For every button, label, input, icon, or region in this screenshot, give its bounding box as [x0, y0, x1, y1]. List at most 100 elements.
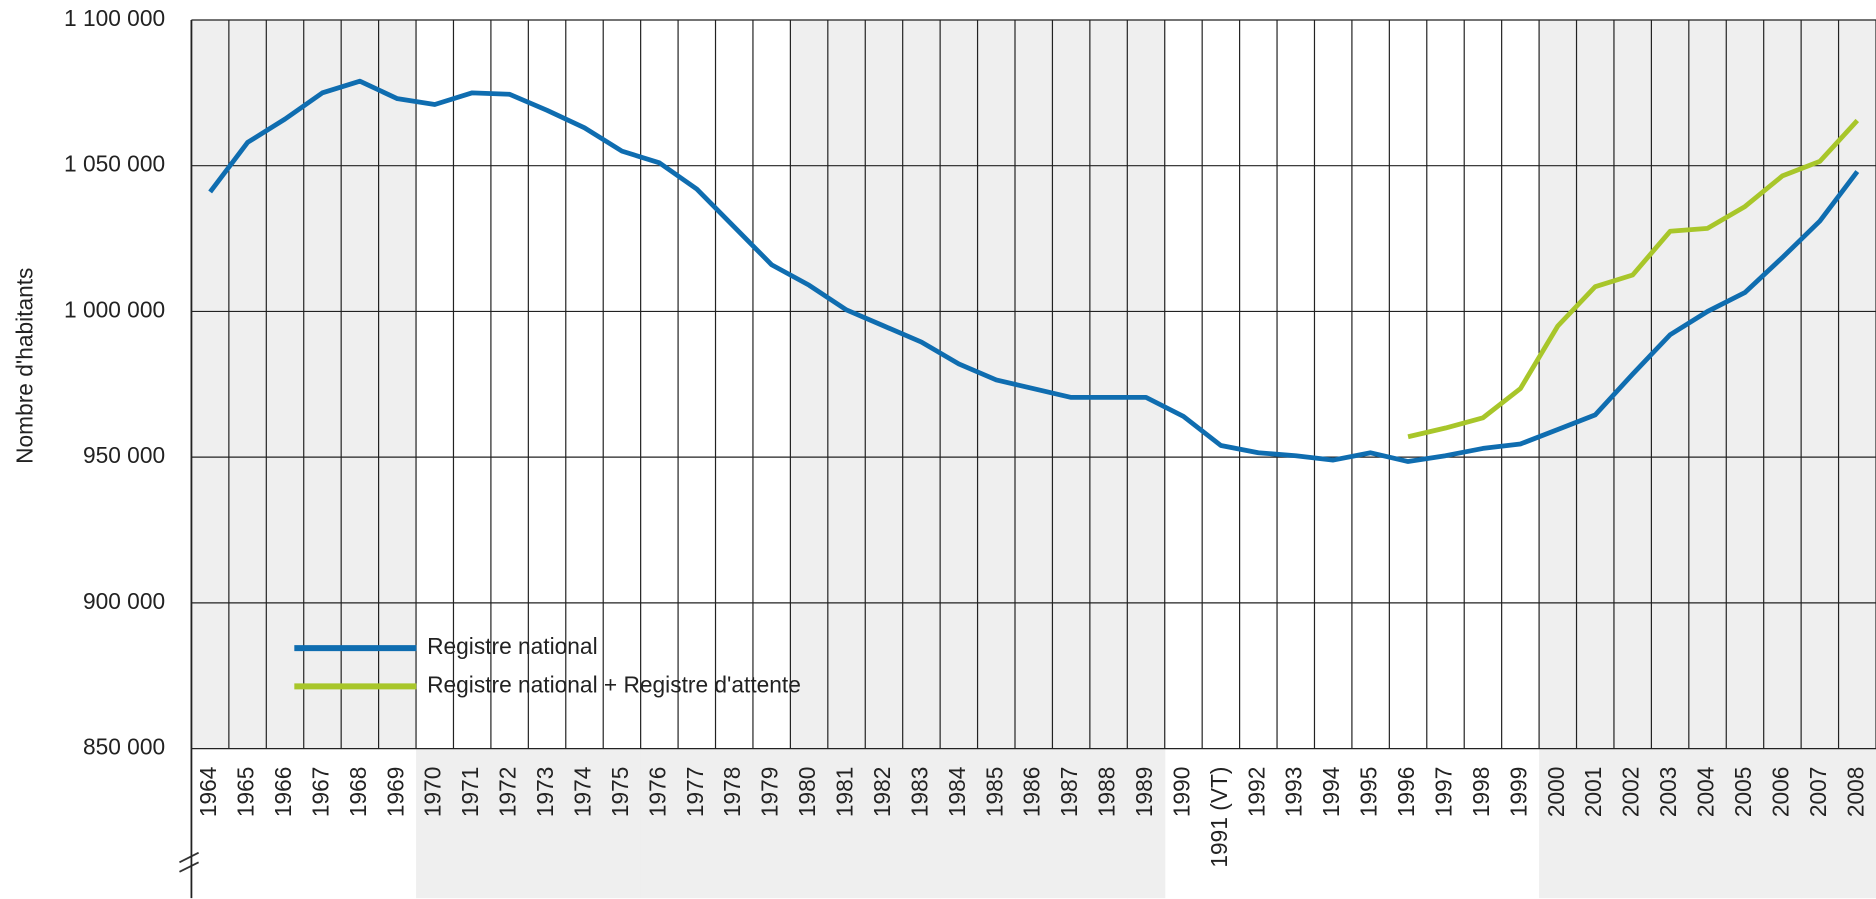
x-tick-label: 1968: [345, 767, 371, 818]
plot-band: [940, 19, 979, 749]
x-tick-label: 1982: [869, 767, 895, 818]
x-tick-label: 2004: [1693, 767, 1719, 818]
plot-band: [228, 19, 267, 749]
plot-band: [1763, 19, 1802, 749]
x-tick-label: 1977: [682, 767, 708, 818]
label-band: [1763, 748, 1802, 899]
x-tick-label: 1972: [495, 767, 521, 818]
x-tick-label: 1995: [1356, 767, 1382, 818]
x-tick-label: 1998: [1468, 767, 1494, 818]
x-tick-label: 1988: [1094, 767, 1120, 818]
x-tick-label: 1992: [1243, 767, 1269, 818]
plot-band: [303, 19, 342, 749]
x-tick-label: 1971: [457, 767, 483, 818]
label-band: [1688, 748, 1727, 899]
plot-band: [1651, 19, 1690, 749]
plot-band: [1127, 19, 1166, 749]
label-band: [715, 748, 754, 899]
x-tick-label: 1989: [1131, 767, 1157, 818]
x-tick-label: 1964: [195, 767, 221, 818]
label-band: [1838, 748, 1876, 899]
x-tick-label: 1987: [1056, 767, 1082, 818]
plot-band: [1576, 19, 1615, 749]
label-band: [1576, 748, 1615, 899]
x-tick-label: 1990: [1168, 767, 1194, 818]
plot-band: [1688, 19, 1727, 749]
label-band: [453, 748, 492, 899]
x-tick-label: 1979: [757, 767, 783, 818]
x-tick-label: 1983: [906, 767, 932, 818]
label-band: [1539, 748, 1578, 899]
x-tick-label: 1966: [270, 767, 296, 818]
x-tick-label: 1970: [420, 767, 446, 818]
label-band: [977, 748, 1016, 899]
x-tick-label: 1965: [233, 767, 259, 818]
plot-band: [191, 19, 230, 749]
plot-band: [341, 19, 380, 749]
x-tick-label: 1976: [644, 767, 670, 818]
x-tick-label: 2003: [1655, 767, 1681, 818]
label-band: [565, 748, 604, 899]
x-tick-label: 1969: [382, 767, 408, 818]
label-band: [790, 748, 829, 899]
plot-band: [1089, 19, 1128, 749]
label-band: [1052, 748, 1091, 899]
label-band: [752, 748, 791, 899]
label-band: [940, 748, 979, 899]
y-axis-label: Nombre d'habitants: [11, 268, 37, 464]
x-tick-label: 2000: [1543, 767, 1569, 818]
plot-band: [1613, 19, 1652, 749]
line-series: [1407, 118, 1860, 440]
line-series: [208, 78, 1860, 464]
y-tick-label: 900 000: [83, 588, 165, 614]
x-tick-label: 1994: [1318, 767, 1344, 818]
x-tick-label: 1973: [532, 767, 558, 818]
plot-band: [1801, 19, 1840, 749]
label-band: [865, 748, 904, 899]
x-tick-label: 2008: [1842, 767, 1868, 818]
plot-band: [902, 19, 941, 749]
legend-label: Registre national + Registre d'attente: [427, 671, 801, 697]
x-tick-label: 1984: [944, 767, 970, 818]
label-band: [678, 748, 717, 899]
x-tick-label: 1980: [794, 767, 820, 818]
plot-band: [790, 19, 829, 749]
label-band: [1014, 748, 1054, 899]
x-tick-label: 1993: [1281, 767, 1307, 818]
plot-band: [827, 19, 866, 749]
plot-band: [378, 19, 417, 749]
plot-band: [1838, 19, 1876, 749]
label-band: [640, 748, 679, 899]
x-tick-label: 1991 (VT): [1206, 767, 1232, 868]
plot-band: [1052, 19, 1091, 749]
label-band: [603, 748, 642, 899]
label-band: [1089, 748, 1128, 899]
label-band: [490, 748, 529, 899]
plot-band: [1726, 19, 1765, 749]
x-tick-label: 1997: [1430, 767, 1456, 818]
axis-break: [179, 851, 200, 873]
y-tick-label: 1 050 000: [64, 151, 165, 177]
label-band: [1726, 748, 1765, 899]
x-tick-label: 2002: [1618, 767, 1644, 818]
x-tick-label: 2001: [1580, 767, 1606, 818]
x-tick-label: 1978: [719, 767, 745, 818]
plot-band: [1539, 19, 1578, 749]
label-band: [1801, 748, 1840, 899]
x-tick-label: 1975: [607, 767, 633, 818]
x-tick-label: 2006: [1767, 767, 1793, 818]
legend-label: Registre national: [427, 633, 598, 659]
y-tick-label: 1 100 000: [64, 5, 165, 31]
label-band: [1127, 748, 1166, 899]
x-tick-label: 1974: [569, 767, 595, 818]
label-band: [827, 748, 866, 899]
x-tick-label: 2005: [1730, 767, 1756, 818]
plot-band: [266, 19, 305, 749]
label-band: [1613, 748, 1652, 899]
x-tick-label: 1981: [832, 767, 858, 818]
label-band: [416, 748, 455, 899]
x-tick-label: 1999: [1505, 767, 1531, 818]
y-tick-label: 1 000 000: [64, 296, 165, 322]
label-band: [528, 748, 567, 899]
